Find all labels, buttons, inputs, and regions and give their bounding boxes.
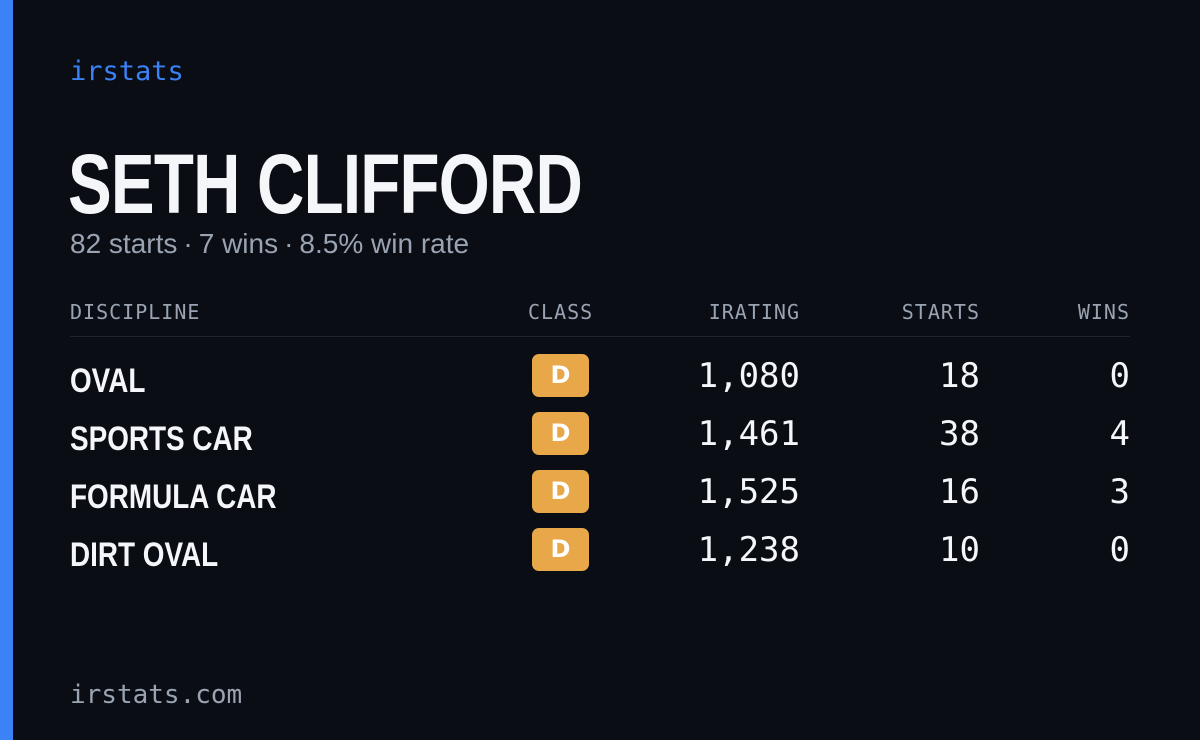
wins-value: 3 xyxy=(1109,472,1130,512)
driver-name: SETH CLIFFORD xyxy=(68,137,583,231)
class-badge: D xyxy=(532,412,589,455)
accent-bar xyxy=(0,0,13,740)
class-badge: D xyxy=(532,354,589,397)
irating-value: 1,461 xyxy=(697,414,800,454)
class-badge: D xyxy=(532,470,589,513)
separator-dot: · xyxy=(284,228,294,259)
column-header-wins: WINS xyxy=(1077,300,1130,324)
separator-dot: · xyxy=(183,228,193,259)
starts-value: 18 xyxy=(939,356,980,396)
table-row: DIRT OVAL D 1,238 10 0 xyxy=(70,524,1130,582)
table-row: SPORTS CAR D 1,461 38 4 xyxy=(70,408,1130,466)
column-header-irating: IRATING xyxy=(708,300,800,324)
column-header-class: CLASS xyxy=(528,300,594,324)
discipline-table: OVAL D 1,080 18 0 SPORTS CAR D 1,461 38 … xyxy=(70,350,1130,582)
driver-summary: 82 starts · 7 wins · 8.5% win rate xyxy=(70,228,469,260)
footer-url: irstats.com xyxy=(70,680,243,710)
table-row: OVAL D 1,080 18 0 xyxy=(70,350,1130,408)
discipline-name: OVAL xyxy=(70,362,146,400)
starts-value: 16 xyxy=(939,472,980,512)
column-header-discipline: DISCIPLINE xyxy=(70,300,201,324)
wins-summary: 7 wins xyxy=(198,228,279,259)
irating-value: 1,238 xyxy=(697,530,800,570)
table-header: DISCIPLINE CLASS IRATING STARTS WINS xyxy=(70,300,1130,337)
table-row: FORMULA CAR D 1,525 16 3 xyxy=(70,466,1130,524)
discipline-name: FORMULA CAR xyxy=(70,478,277,516)
starts-summary: 82 starts xyxy=(70,228,178,259)
irating-value: 1,080 xyxy=(697,356,800,396)
discipline-name: DIRT OVAL xyxy=(70,536,219,574)
wins-value: 0 xyxy=(1109,530,1130,570)
column-header-starts: STARTS xyxy=(901,300,980,324)
irating-value: 1,525 xyxy=(697,472,800,512)
class-badge: D xyxy=(532,528,589,571)
starts-value: 10 xyxy=(939,530,980,570)
wins-value: 0 xyxy=(1109,356,1130,396)
discipline-name: SPORTS CAR xyxy=(70,420,253,458)
wins-value: 4 xyxy=(1109,414,1130,454)
starts-value: 38 xyxy=(939,414,980,454)
brand-logo-text: irstats xyxy=(70,56,184,87)
win-rate-summary: 8.5% win rate xyxy=(299,228,470,259)
